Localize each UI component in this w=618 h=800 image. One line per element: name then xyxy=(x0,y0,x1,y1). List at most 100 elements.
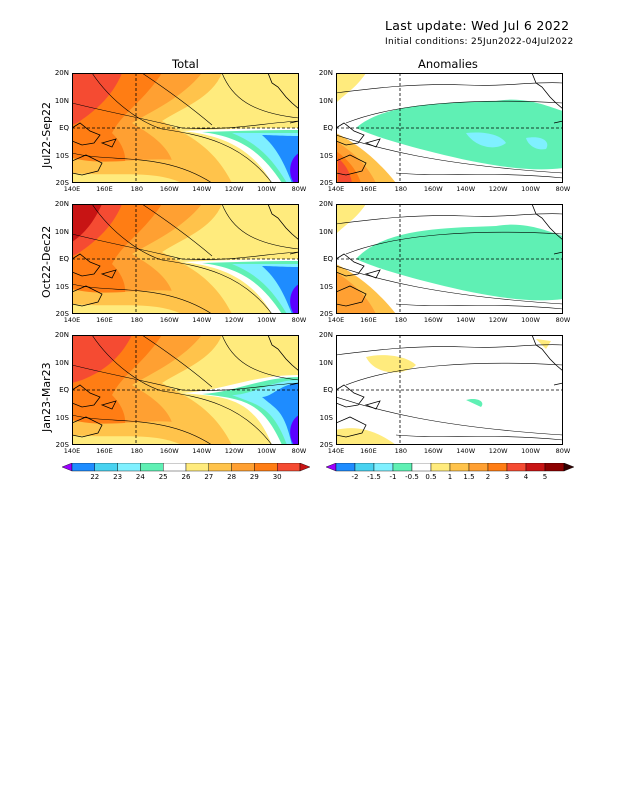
lat-tick-label: EQ xyxy=(323,124,333,132)
last-update-text: Last update: Wed Jul 6 2022 xyxy=(385,18,570,33)
lat-tick-label: 20N xyxy=(54,69,69,77)
colorbar-swatch xyxy=(162,463,187,472)
colorbar-label: 4 xyxy=(523,473,529,481)
lon-tick-label: 160W xyxy=(423,185,443,193)
colorbar-swatch xyxy=(335,463,356,472)
colorbar-swatch xyxy=(525,463,546,472)
lon-tick-label: 140W xyxy=(192,316,212,324)
lon-tick-label: 80W xyxy=(555,447,571,455)
lat-tick-label: 10S xyxy=(319,151,333,160)
lon-tick-label: 140W xyxy=(456,185,476,193)
lat-tick-label: 20S xyxy=(55,179,69,187)
colorbar-label: -2 xyxy=(351,473,359,481)
lat-tick-label: 20S xyxy=(319,179,333,187)
anomalies-colorbar xyxy=(326,463,574,472)
colorbar-swatch xyxy=(544,463,565,472)
colorbar-label: 0.5 xyxy=(425,473,437,481)
lat-tick-label: 10S xyxy=(55,282,69,291)
lon-tick-label: 160E xyxy=(96,316,113,324)
lon-tick-label: 80W xyxy=(555,185,571,193)
lat-tick-label: 10N xyxy=(318,227,333,236)
colorbar-label: 27 xyxy=(204,473,214,481)
lon-tick-label: 140E xyxy=(63,316,81,324)
lat-tick-label: 10S xyxy=(319,282,333,291)
lon-tick-label: 140W xyxy=(456,316,476,324)
lat-tick-label: 10N xyxy=(54,227,69,236)
lat-tick-label: 20S xyxy=(55,441,69,449)
colorbar-label: 1.5 xyxy=(463,473,475,481)
colorbar-swatch xyxy=(276,463,301,472)
total-map-panel-2 xyxy=(72,204,299,314)
row-label-3: Jan23-Mar23 xyxy=(40,362,53,432)
colorbar-swatch xyxy=(563,463,574,472)
lat-tick-label: 20N xyxy=(54,331,69,339)
lat-tick-label: 10N xyxy=(54,358,69,367)
colorbar-swatch xyxy=(449,463,470,472)
lon-tick-label: 140W xyxy=(456,447,476,455)
lon-tick-label: 120W xyxy=(488,185,508,193)
colorbar-label: 5 xyxy=(542,473,548,481)
lat-tick-label: EQ xyxy=(59,124,69,132)
total-map-panel-3 xyxy=(72,335,299,445)
colorbar-swatch xyxy=(71,463,95,472)
lon-tick-label: 180 xyxy=(130,185,144,193)
colorbar-swatch xyxy=(392,463,413,472)
colorbar-swatch xyxy=(62,463,73,472)
lon-tick-label: 140W xyxy=(192,185,212,193)
lon-tick-label: 100W xyxy=(257,447,276,455)
colorbar-swatch xyxy=(506,463,527,472)
anomaly-map-panel-2 xyxy=(336,204,563,314)
colorbar-swatch xyxy=(411,463,432,472)
lon-tick-label: 100W xyxy=(521,185,540,193)
colorbar-swatch xyxy=(468,463,489,472)
colorbar-swatch xyxy=(299,463,310,472)
colorbar-label: 25 xyxy=(158,473,168,481)
lon-tick-label: 80W xyxy=(291,316,307,324)
lon-tick-label: 120W xyxy=(224,447,244,455)
anomalies-column-title: Anomalies xyxy=(418,57,478,71)
lon-tick-label: 80W xyxy=(291,185,307,193)
lat-tick-label: EQ xyxy=(323,255,333,263)
colorbar-label: 24 xyxy=(135,473,145,481)
lon-tick-label: 120W xyxy=(488,316,508,324)
colorbar-label: 2 xyxy=(485,473,491,481)
colorbar-label: 1 xyxy=(447,473,453,481)
lon-tick-label: 160E xyxy=(360,185,377,193)
anomaly-map-panel-3 xyxy=(336,335,563,445)
lon-tick-label: 120W xyxy=(224,316,244,324)
lon-tick-label: 100W xyxy=(257,316,276,324)
colorbar-swatch xyxy=(185,463,209,472)
initial-conditions-text: Initial conditions: 25Jun2022-04Jul2022 xyxy=(385,37,574,47)
lon-tick-label: 180 xyxy=(130,316,144,324)
lat-tick-label: 20S xyxy=(319,310,333,318)
colorbar-label: 22 xyxy=(90,473,100,481)
colorbar-swatch xyxy=(373,463,394,472)
lon-tick-label: 180 xyxy=(394,185,408,193)
lon-tick-label: 160W xyxy=(423,316,443,324)
lat-tick-label: EQ xyxy=(323,386,333,394)
lat-tick-label: 20N xyxy=(318,200,333,208)
lat-tick-label: 10N xyxy=(318,96,333,105)
colorbar-label: 30 xyxy=(272,473,282,481)
lon-tick-label: 160W xyxy=(159,316,179,324)
colorbar-swatch xyxy=(231,463,255,472)
colorbar-label: 23 xyxy=(113,473,123,481)
colorbar-label: 3 xyxy=(504,473,510,481)
lon-tick-label: 160E xyxy=(96,447,113,455)
lon-tick-label: 160E xyxy=(96,185,113,193)
colorbar-swatch xyxy=(487,463,508,472)
total-column-title: Total xyxy=(172,57,199,71)
lat-tick-label: 20N xyxy=(318,69,333,77)
lon-tick-label: 160W xyxy=(423,447,443,455)
colorbar-swatch xyxy=(430,463,451,472)
lat-tick-label: 10N xyxy=(318,358,333,367)
colorbar-swatch xyxy=(117,463,141,472)
colorbar-label: 29 xyxy=(249,473,259,481)
lat-tick-label: 10N xyxy=(54,96,69,105)
lat-tick-label: EQ xyxy=(59,386,69,394)
colorbar-swatch xyxy=(208,463,232,472)
colorbar-swatch xyxy=(94,463,118,472)
lon-tick-label: 160W xyxy=(159,185,179,193)
lon-tick-label: 160W xyxy=(159,447,179,455)
colorbar-label: -1.5 xyxy=(367,473,381,481)
